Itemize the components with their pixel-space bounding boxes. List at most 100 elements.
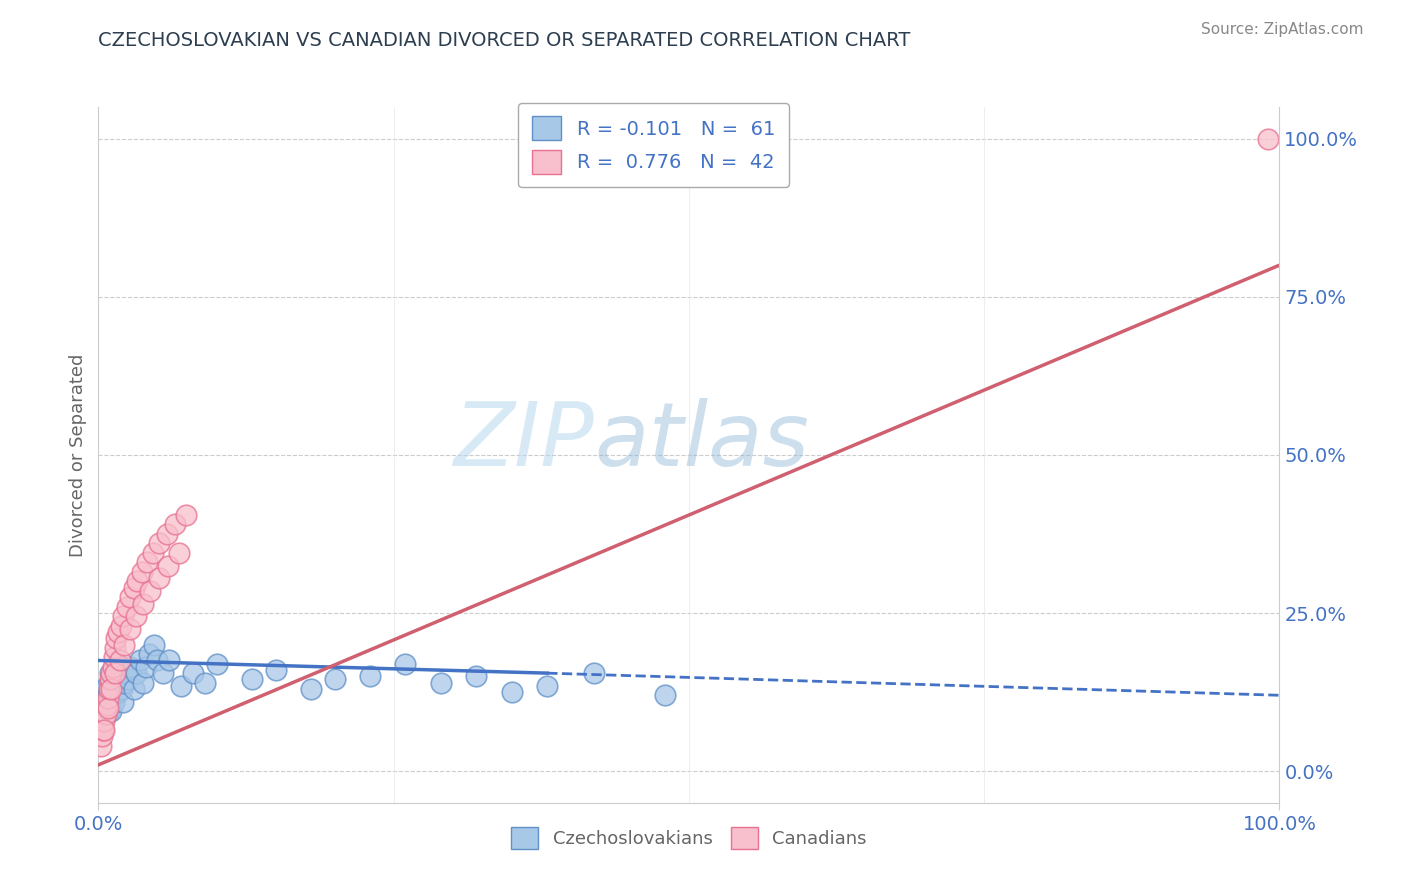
Point	[148, 536, 170, 550]
Point	[157, 653, 180, 667]
Point	[152, 666, 174, 681]
Point	[91, 730, 114, 744]
Point	[142, 638, 165, 652]
Point	[135, 556, 157, 570]
Point	[131, 565, 153, 579]
Point	[98, 666, 121, 681]
Point	[104, 685, 127, 699]
Point	[135, 660, 157, 674]
Text: Source: ZipAtlas.com: Source: ZipAtlas.com	[1201, 22, 1364, 37]
Point	[117, 673, 139, 687]
Point	[240, 673, 263, 687]
Point	[194, 675, 217, 690]
Point	[125, 609, 148, 624]
Point	[167, 546, 190, 560]
Point	[105, 666, 128, 681]
Legend: Czechoslovakians, Canadians: Czechoslovakians, Canadians	[503, 820, 875, 856]
Text: ZIP: ZIP	[454, 398, 595, 484]
Point	[94, 707, 117, 722]
Point	[536, 679, 558, 693]
Point	[138, 647, 160, 661]
Point	[120, 660, 142, 674]
Point	[174, 508, 197, 522]
Point	[170, 679, 193, 693]
Point	[359, 669, 381, 683]
Point	[107, 685, 129, 699]
Point	[104, 666, 127, 681]
Point	[105, 657, 128, 671]
Point	[115, 599, 138, 614]
Point	[654, 688, 676, 702]
Point	[120, 591, 142, 605]
Point	[205, 657, 228, 671]
Point	[501, 685, 523, 699]
Point	[96, 679, 118, 693]
Point	[122, 581, 145, 595]
Point	[97, 690, 120, 704]
Point	[1257, 131, 1279, 145]
Point	[93, 688, 115, 702]
Point	[127, 574, 149, 589]
Point	[93, 723, 115, 737]
Point	[96, 698, 118, 712]
Point	[264, 663, 287, 677]
Point	[98, 681, 121, 696]
Point	[90, 739, 112, 753]
Point	[97, 701, 120, 715]
Point	[139, 583, 162, 598]
Point	[91, 704, 114, 718]
Text: CZECHOSLOVAKIAN VS CANADIAN DIVORCED OR SEPARATED CORRELATION CHART: CZECHOSLOVAKIAN VS CANADIAN DIVORCED OR …	[98, 31, 911, 50]
Point	[114, 666, 136, 681]
Point	[394, 657, 416, 671]
Point	[148, 571, 170, 585]
Point	[94, 681, 117, 696]
Point	[98, 675, 121, 690]
Point	[107, 625, 129, 640]
Point	[111, 681, 134, 696]
Point	[104, 640, 127, 655]
Point	[157, 558, 180, 573]
Point	[96, 695, 118, 709]
Point	[103, 660, 125, 674]
Point	[94, 707, 117, 722]
Text: atlas: atlas	[595, 398, 810, 484]
Point	[93, 698, 115, 712]
Point	[105, 679, 128, 693]
Point	[100, 681, 122, 696]
Point	[90, 691, 112, 706]
Point	[430, 675, 453, 690]
Point	[165, 517, 187, 532]
Point	[91, 723, 114, 737]
Point	[112, 638, 135, 652]
Y-axis label: Divorced or Separated: Divorced or Separated	[69, 353, 87, 557]
Point	[97, 701, 120, 715]
Point	[108, 653, 131, 667]
Point	[93, 714, 115, 728]
Point	[103, 695, 125, 709]
Point	[181, 666, 204, 681]
Point	[120, 622, 142, 636]
Point	[101, 681, 124, 696]
Point	[101, 660, 124, 674]
Point	[112, 695, 135, 709]
Point	[128, 653, 150, 667]
Point	[110, 618, 132, 632]
Point	[110, 660, 132, 674]
Point	[91, 710, 114, 724]
Point	[98, 673, 121, 687]
Point	[105, 632, 128, 646]
Point	[100, 688, 122, 702]
Point	[112, 675, 135, 690]
Point	[299, 681, 322, 696]
Point	[103, 650, 125, 665]
Point	[122, 681, 145, 696]
Point	[100, 704, 122, 718]
Point	[465, 669, 488, 683]
Point	[125, 666, 148, 681]
Point	[156, 527, 179, 541]
Point	[100, 666, 122, 681]
Point	[101, 673, 124, 687]
Point	[112, 609, 135, 624]
Point	[98, 685, 121, 699]
Point	[323, 673, 346, 687]
